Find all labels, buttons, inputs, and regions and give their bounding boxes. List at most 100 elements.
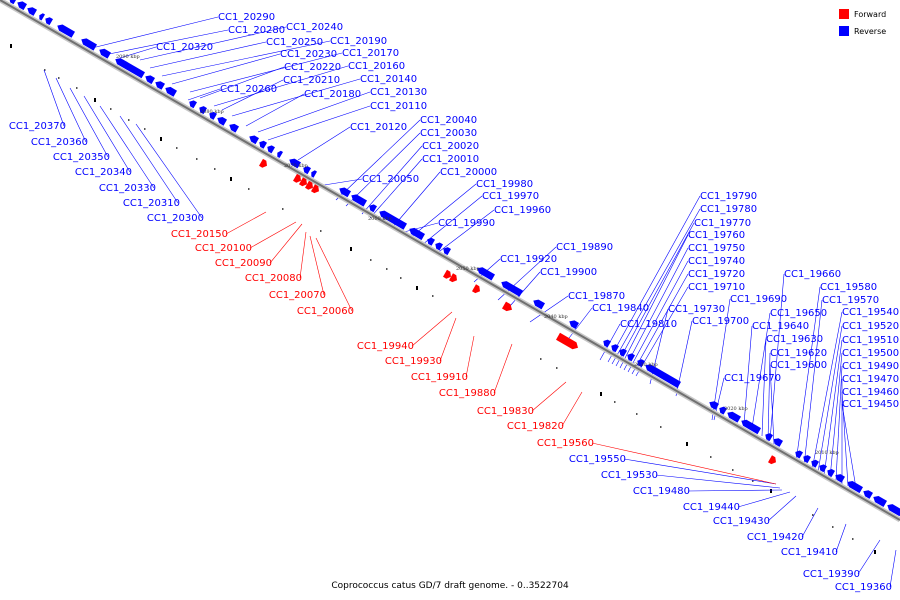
leader-line	[361, 145, 423, 215]
gene-label: CC1_19990	[438, 218, 495, 229]
leader-line	[189, 52, 343, 93]
gene-label: CC1_20000	[440, 167, 497, 178]
reverse-gene-29	[427, 237, 435, 246]
gene-label: CC1_20130	[370, 87, 427, 98]
gene-label: CC1_20230	[280, 49, 337, 60]
leader-line	[529, 295, 569, 323]
leader-line	[213, 65, 349, 107]
leader-line	[531, 381, 567, 412]
scale-label: 2060 kbp	[368, 216, 392, 222]
reverse-gene-8	[115, 58, 145, 79]
gene-label: CC1_20170	[342, 48, 399, 59]
reverse-gene-5	[57, 24, 75, 38]
genome-axis	[0, 0, 900, 523]
scale-label: 2050 kbp	[456, 266, 480, 272]
leader-line	[811, 311, 843, 471]
gene-label: CC1_19730	[668, 304, 725, 315]
gene-label: CC1_19840	[592, 303, 649, 314]
gene-label: CC1_20010	[422, 154, 479, 165]
legend-label-forward: Forward	[854, 10, 886, 19]
reverse-gene-42	[709, 401, 719, 410]
leader-line	[231, 78, 361, 117]
leader-line	[257, 91, 371, 133]
reverse-gene-32	[477, 267, 495, 281]
tick-dot-6	[128, 119, 130, 121]
gene-label: CC1_19940	[357, 341, 414, 352]
tick-dot-7	[144, 128, 146, 130]
leader-line	[139, 26, 287, 61]
reverse-gene-56	[873, 496, 887, 507]
reverse-gene-1	[17, 1, 27, 11]
leader-line	[199, 66, 285, 99]
scale-label: 2020 kbp	[724, 406, 748, 412]
reverse-gene-19	[267, 145, 275, 154]
leader-line	[249, 221, 297, 249]
leader-line	[345, 132, 421, 207]
leader-line	[439, 317, 457, 362]
tick-dot-19	[400, 277, 402, 279]
reverse-gene-53	[835, 474, 845, 483]
tick-dot-16	[350, 247, 352, 251]
leader-line	[161, 40, 331, 77]
reverse-gene-24	[339, 187, 351, 198]
legend: Forward Reverse	[839, 9, 886, 36]
reverse-gene-27	[379, 210, 407, 230]
label-leader-lines	[43, 16, 897, 588]
gene-label: CC1_19410	[781, 547, 838, 558]
reverse-gene-12	[189, 100, 197, 109]
gene-label: CC1_19620	[770, 348, 827, 359]
leader-line	[465, 335, 475, 378]
tick-dot-15	[320, 230, 322, 232]
leader-line	[829, 352, 843, 479]
gene-label: CC1_19390	[803, 569, 860, 580]
leader-line	[801, 507, 819, 538]
reverse-gene-51	[819, 464, 827, 473]
leader-line	[269, 223, 303, 264]
forward-gene-7	[472, 284, 480, 294]
leader-line	[369, 158, 423, 219]
gene-label: CC1_20260	[220, 84, 277, 95]
tick-dot-26	[636, 413, 638, 415]
tick-dot-30	[732, 469, 734, 471]
leader-line	[245, 93, 305, 127]
leader-line	[561, 391, 583, 427]
gene-label: CC1_19970	[482, 191, 539, 202]
tick-dots	[10, 44, 876, 554]
reverse-gene-57	[887, 504, 900, 517]
gene-label: CC1_20080	[245, 273, 302, 284]
leader-line	[737, 491, 791, 508]
tick-dot-12	[230, 177, 232, 181]
reverse-gene-13	[199, 106, 207, 115]
gene-label: CC1_19530	[601, 470, 658, 481]
leader-line	[221, 79, 284, 111]
tick-dot-31	[752, 480, 754, 482]
tick-dot-11	[214, 168, 216, 170]
reverse-gene-14	[209, 111, 217, 120]
gene-label: CC1_20330	[99, 183, 156, 194]
gene-label: CC1_19880	[439, 388, 496, 399]
gene-label: CC1_19710	[688, 282, 745, 293]
reverse-gene-55	[863, 490, 873, 499]
leader-line	[411, 311, 453, 347]
gene-label: CC1_19770	[694, 218, 751, 229]
scale-label: 2070 kbp	[284, 163, 308, 169]
leader-line	[43, 69, 65, 127]
leader-line	[607, 195, 701, 363]
tick-dot-24	[600, 392, 602, 396]
reverse-gene-52	[827, 469, 835, 477]
gene-label: CC1_19560	[537, 438, 594, 449]
leader-line	[91, 16, 219, 49]
gene-label: CC1_19500	[842, 348, 899, 359]
gene-label: CC1_19440	[683, 502, 740, 513]
gene-label: CC1_20120	[350, 122, 407, 133]
leader-line	[795, 286, 821, 463]
forward-gene-10	[768, 455, 776, 465]
reverse-gene-10	[155, 81, 165, 90]
gene-label: CC1_20220	[284, 62, 341, 73]
gene-label: CC1_19910	[411, 372, 468, 383]
gene-label: CC1_19960	[494, 205, 551, 216]
gene-label: CC1_19640	[752, 321, 809, 332]
tick-dot-22	[540, 358, 542, 360]
leader-line	[615, 222, 695, 367]
